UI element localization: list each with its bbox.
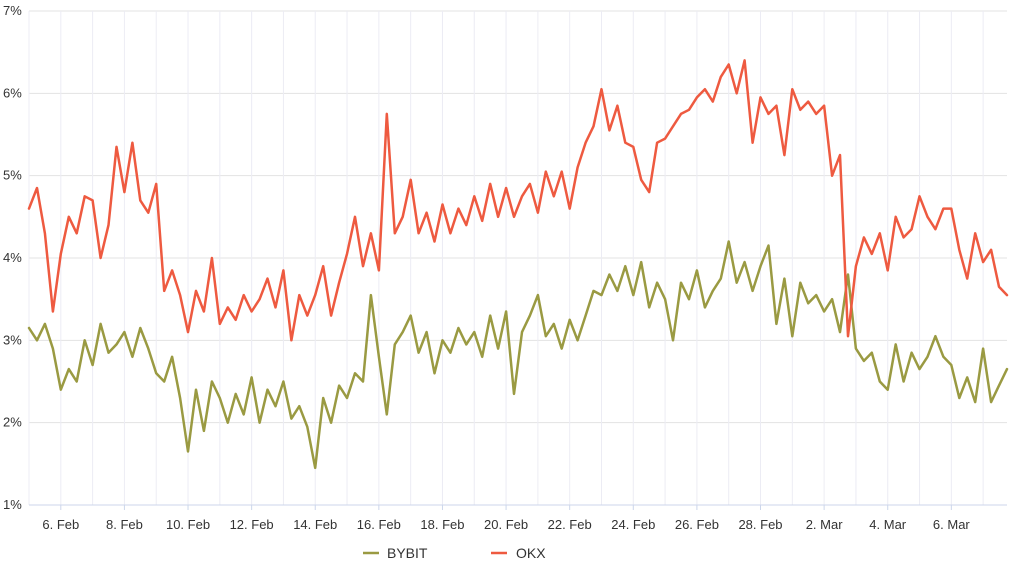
x-tick-label: 16. Feb: [357, 517, 401, 532]
x-tick-label: 2. Mar: [806, 517, 844, 532]
x-axis: 6. Feb 8. Feb 10. Feb 12. Feb 14. Feb 16. Feb…: [29, 504, 1007, 532]
y-tick-label: 4%: [3, 250, 22, 265]
x-tick-label: 26. Feb: [675, 517, 719, 532]
legend-label-okx: OKX: [516, 545, 546, 561]
x-tick-label: 6. Mar: [933, 517, 971, 532]
series-line-bybit[interactable]: [27, 240, 1009, 470]
series-line-okx[interactable]: [27, 59, 1009, 342]
x-tick-label: 10. Feb: [166, 517, 210, 532]
legend-item-okx[interactable]: OKX: [491, 545, 546, 561]
y-tick-label: 7%: [3, 3, 22, 18]
x-tick-label: 22. Feb: [548, 517, 592, 532]
x-tick-label: 8. Feb: [106, 517, 143, 532]
y-tick-label: 2%: [3, 415, 22, 430]
y-tick-label: 3%: [3, 332, 22, 347]
series-lines: [27, 59, 1009, 470]
y-tick-label: 6%: [3, 85, 22, 100]
x-tick-label: 4. Mar: [869, 517, 907, 532]
x-tick-label: 18. Feb: [420, 517, 464, 532]
y-tick-label: 1%: [3, 497, 22, 512]
x-tick-label: 14. Feb: [293, 517, 337, 532]
x-tick-label: 6. Feb: [42, 517, 79, 532]
grid: [28, 10, 1007, 506]
y-axis: 1% 2% 3% 4% 5% 6% 7%: [3, 3, 22, 512]
legend-label-bybit: BYBIT: [387, 545, 428, 561]
legend-item-bybit[interactable]: BYBIT: [363, 545, 428, 561]
x-tick-label: 20. Feb: [484, 517, 528, 532]
legend: BYBIT OKX: [363, 545, 546, 561]
x-tick-label: 24. Feb: [611, 517, 655, 532]
x-tick-label: 12. Feb: [230, 517, 274, 532]
x-tick-label: 28. Feb: [738, 517, 782, 532]
y-tick-label: 5%: [3, 168, 22, 183]
